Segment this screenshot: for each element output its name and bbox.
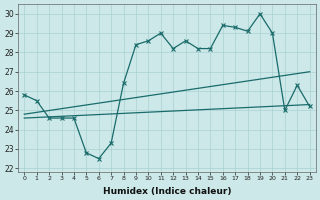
X-axis label: Humidex (Indice chaleur): Humidex (Indice chaleur) bbox=[103, 187, 231, 196]
